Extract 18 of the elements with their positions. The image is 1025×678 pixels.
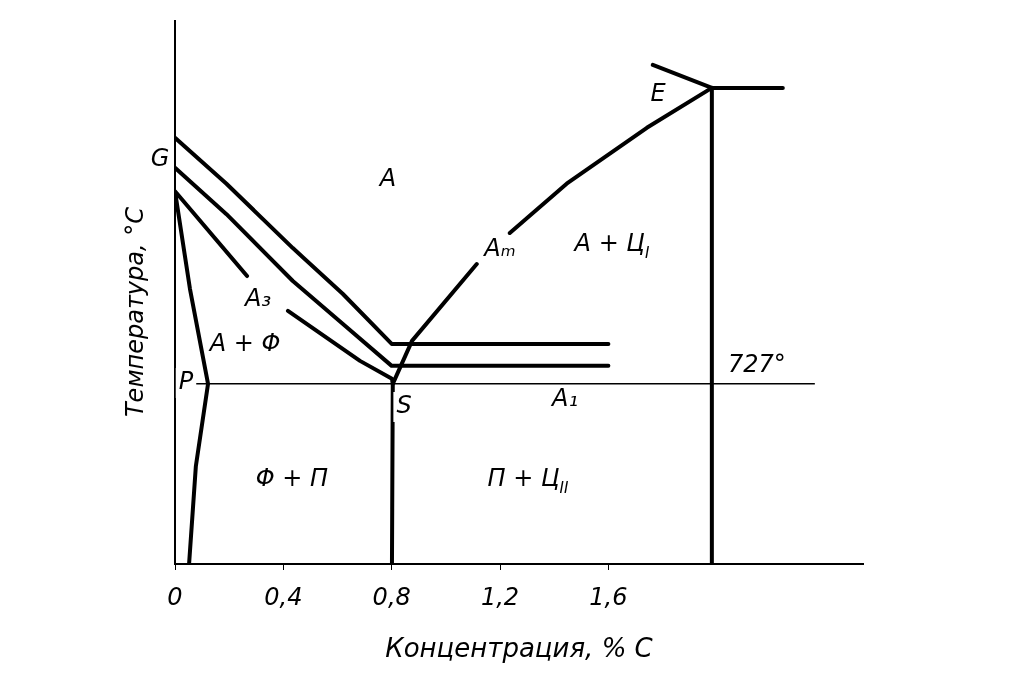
y-axis-title: Температура, °С [121,206,150,418]
annotation: A + Φ [207,329,281,358]
x-tick-label: 0,8 [372,582,411,611]
annotation: P [178,367,194,396]
annotation: A₃ [242,284,272,313]
annotation: A [377,164,397,193]
x-tick-label: 0,4 [264,582,303,611]
x-tick-label: 1,2 [480,582,520,611]
annotation: S [396,391,412,420]
x-axis-title: Концентрация, % С [385,633,654,664]
annotation: E [650,79,667,108]
x-tick-label: 1,6 [589,582,628,611]
annotation: Φ + П [255,464,329,493]
text: G [150,144,170,173]
annotation: A₁ [549,384,579,413]
annotation: 727° [727,350,786,379]
annotation: Aₘ [482,234,516,263]
x-tick-label: 0 [167,582,183,611]
